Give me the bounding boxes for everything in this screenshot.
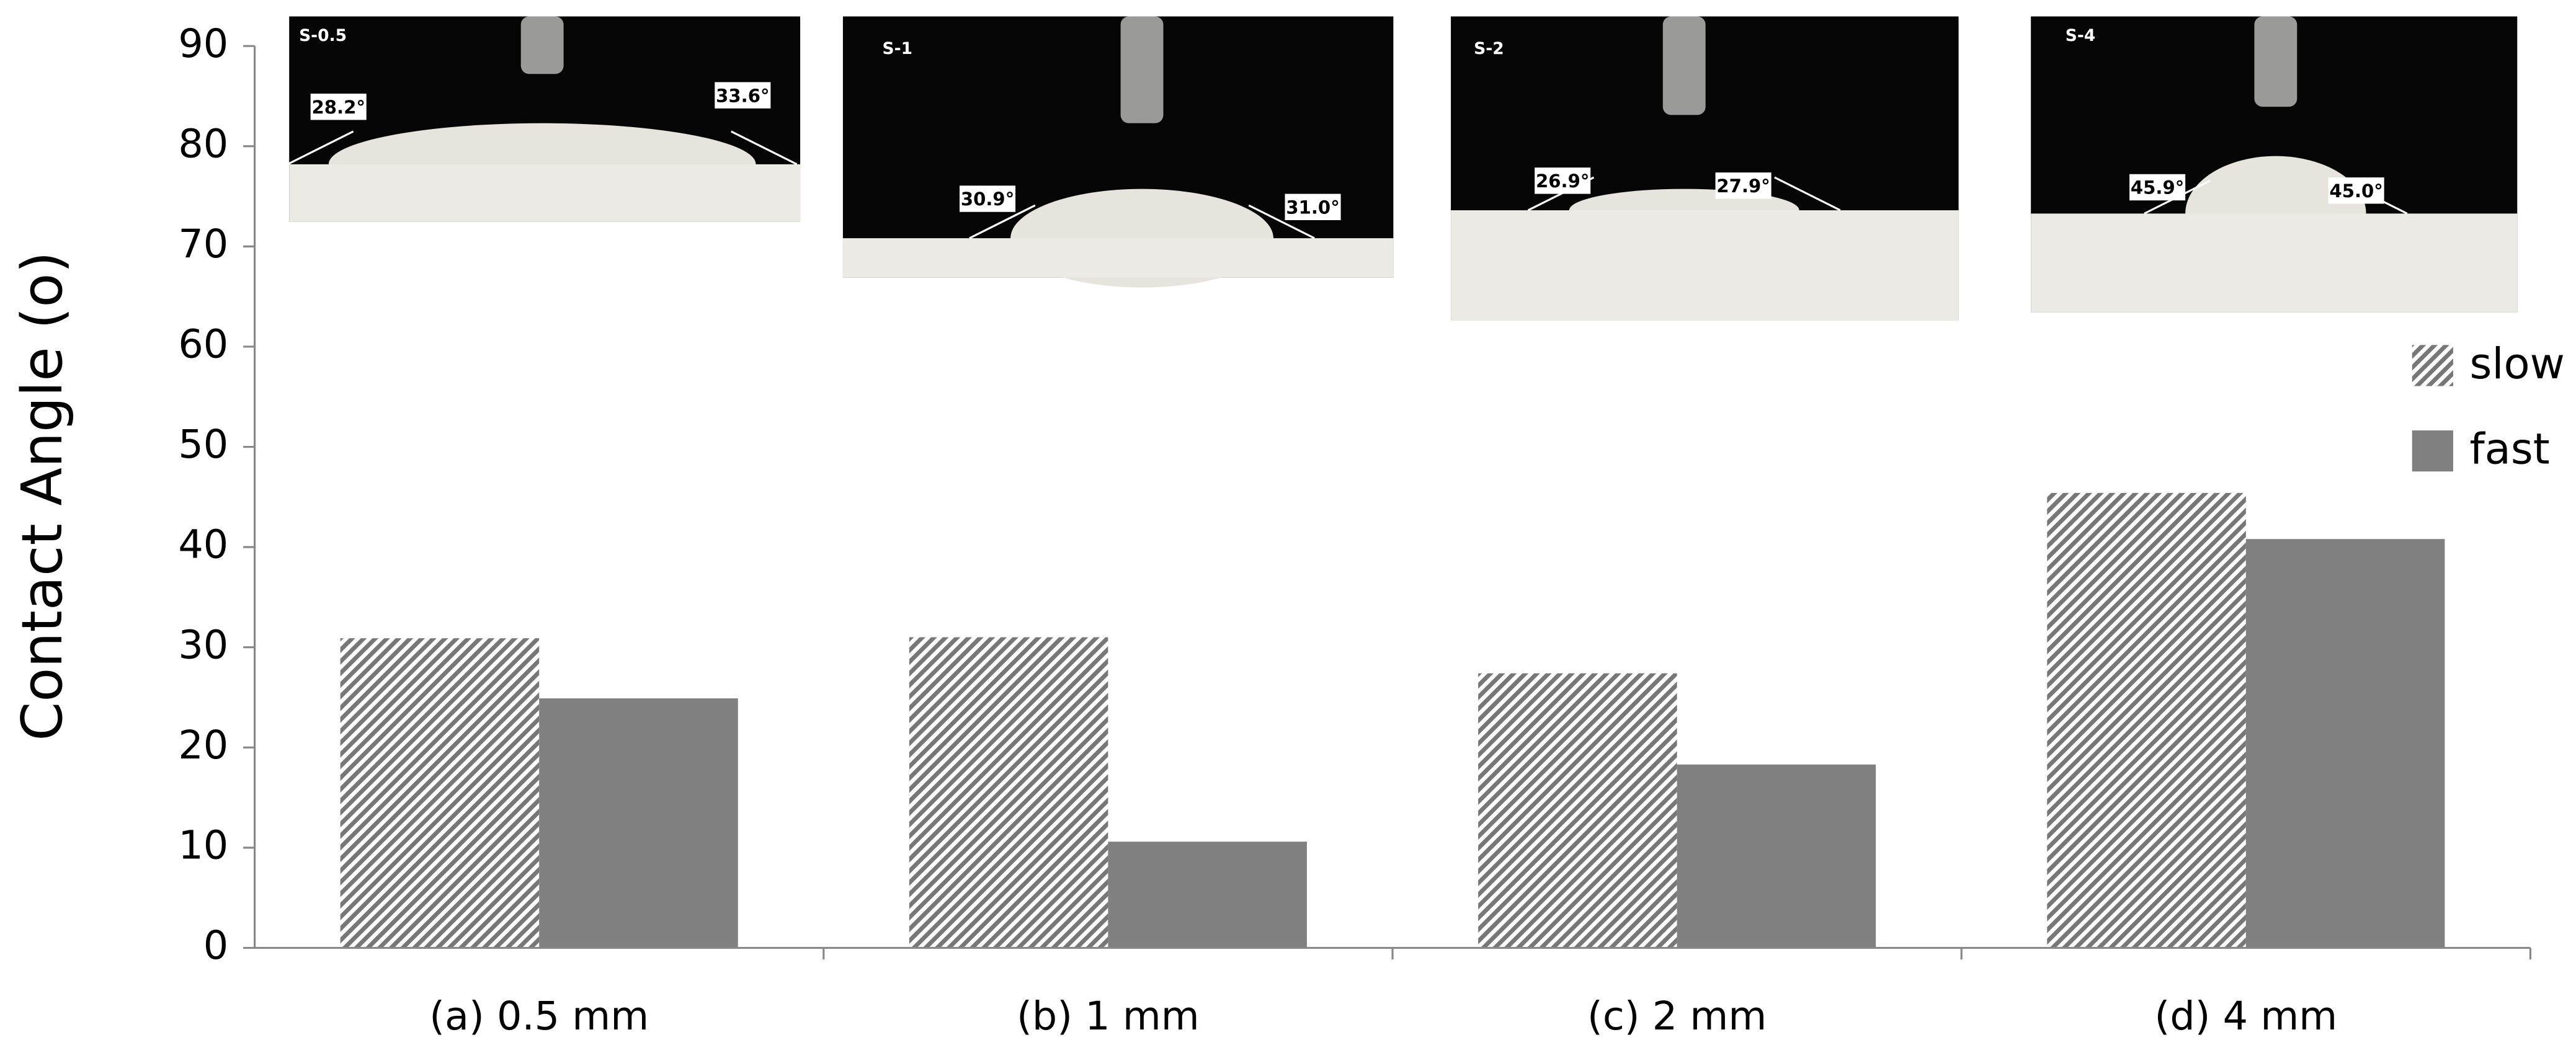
y-tick-label: 0 — [203, 922, 228, 968]
substrate — [2031, 213, 2518, 313]
angle-label: 45.9° — [2131, 177, 2184, 198]
y-tick-label: 20 — [178, 722, 228, 768]
y-tick-label: 60 — [178, 321, 228, 367]
y-tick-label: 90 — [178, 20, 228, 66]
y-axis-title: Contact Angle (o) — [10, 251, 75, 740]
y-tick-label: 70 — [178, 221, 228, 267]
bar — [340, 638, 540, 948]
legend-swatch — [2412, 345, 2453, 386]
angle-label: 26.9° — [1536, 171, 1589, 192]
inset-label: S-0.5 — [299, 26, 347, 45]
y-tick-label: 10 — [178, 822, 228, 868]
tangent-line — [287, 130, 354, 166]
bar — [2245, 539, 2445, 948]
needle — [1662, 16, 1706, 115]
substrate — [1451, 210, 1959, 321]
x-tick-label: (b) 1 mm — [1017, 993, 1200, 1039]
y-tick-label: 30 — [178, 621, 228, 667]
inset-label: S-1 — [883, 39, 913, 58]
bar — [2047, 492, 2246, 948]
inset-label: S-2 — [1474, 39, 1504, 58]
legend-swatch — [2412, 430, 2453, 472]
tangent-line — [731, 130, 798, 166]
needle — [1120, 16, 1164, 123]
inset-photo: S-2 26.9° 27.9° — [1451, 16, 1959, 321]
angle-label: 28.2° — [311, 97, 365, 118]
y-tick-label: 50 — [178, 421, 228, 467]
bar — [539, 698, 738, 948]
bar — [1108, 842, 1307, 948]
substrate — [289, 164, 801, 222]
legend-label: fast — [2469, 425, 2549, 474]
angle-label: 33.6° — [716, 85, 769, 106]
plot: Contact Angle (o) S-0.5 28.2° 33.6° S-1 30.9… — [10, 16, 2565, 1039]
tangent-line — [969, 204, 1036, 239]
y-tick-label: 40 — [178, 522, 228, 567]
angle-label-box — [1535, 167, 1591, 194]
angle-label: 45.0° — [2329, 180, 2382, 202]
angle-label-box — [1715, 172, 1772, 199]
inset-photo: S-4 45.9° 45.0° — [2031, 16, 2518, 313]
bar — [1677, 764, 1876, 948]
inset-photo: S-0.5 28.2° 33.6° — [287, 16, 801, 222]
bar — [909, 637, 1108, 948]
inset-label: S-4 — [2066, 26, 2096, 45]
angle-label: 30.9° — [961, 189, 1014, 210]
inset-photo: S-1 30.9° 31.0° — [842, 16, 1394, 288]
tangent-line — [1774, 176, 1841, 211]
substrate — [842, 238, 1394, 278]
angle-label-box — [960, 185, 1016, 212]
x-tick-label: (c) 2 mm — [1587, 993, 1767, 1039]
needle — [2254, 16, 2297, 107]
tangent-line — [1248, 204, 1315, 239]
angle-label-box — [715, 82, 771, 109]
angle-label-box — [310, 93, 367, 120]
angle-label: 27.9° — [1716, 176, 1770, 197]
bar — [1478, 673, 1677, 948]
x-tick-label: (d) 4 mm — [2155, 993, 2338, 1039]
angle-label-box — [1285, 193, 1341, 220]
x-tick-label: (a) 0.5 mm — [429, 993, 649, 1039]
y-tick-label: 80 — [178, 120, 228, 166]
angle-label: 31.0° — [1286, 197, 1339, 218]
angle-label-box — [2129, 174, 2186, 201]
angle-label-box — [2328, 177, 2384, 204]
needle — [520, 16, 564, 74]
legend-label: slow — [2469, 339, 2564, 389]
